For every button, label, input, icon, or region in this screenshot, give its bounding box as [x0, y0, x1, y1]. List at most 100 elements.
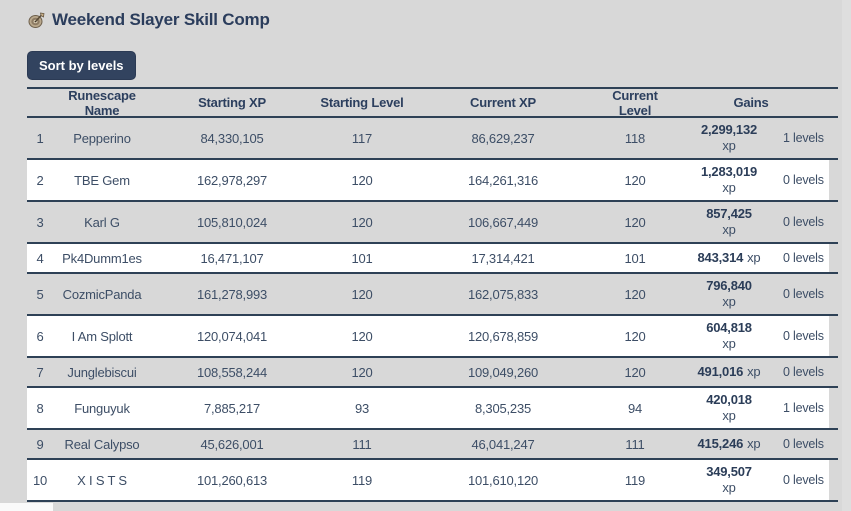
- gains-xp-value: 420,018: [706, 392, 752, 407]
- player-name-cell: Karl G: [84, 214, 120, 230]
- gains-xp-value: 857,425: [706, 206, 752, 221]
- starting-level-cell: 120: [351, 328, 373, 344]
- dartboard-icon: [28, 12, 45, 29]
- titlebar: Weekend Slayer Skill Comp: [28, 10, 270, 30]
- gains-levels: 0 levels: [783, 365, 824, 379]
- rank-cell: 10: [32, 472, 48, 488]
- gains-xp-unit: xp: [722, 408, 736, 423]
- gains-xp-value: 604,818: [706, 320, 752, 335]
- table-row: 5 CozmicPanda 161,278,993 120 162,075,83…: [27, 272, 838, 314]
- starting-level-cell: 101: [351, 250, 373, 266]
- gains-xp-unit: xp: [722, 294, 736, 309]
- gains-xp-value: 491,016: [697, 364, 744, 379]
- current-level-cell: 120: [624, 328, 646, 344]
- gains-xp: 604,818 xp: [675, 320, 783, 352]
- gains-xp-unit: xp: [722, 222, 736, 237]
- gains-xp: 349,507 xp: [675, 464, 783, 496]
- header-cell-starting-level: Starting Level: [320, 95, 404, 110]
- gains-cell: 843,314 xp 0 levels: [675, 250, 827, 266]
- starting-xp-cell: 108,558,244: [196, 364, 268, 380]
- gains-xp-unit: xp: [747, 436, 761, 451]
- gains-xp-value: 1,283,019: [700, 164, 758, 179]
- starting-xp-cell: 101,260,613: [196, 472, 268, 488]
- current-level-cell: 120: [624, 214, 646, 230]
- starting-xp-cell: 120,074,041: [196, 328, 268, 344]
- player-name-cell: X I S T S: [77, 472, 127, 488]
- gains-cell: 857,425 xp 0 levels: [675, 206, 827, 238]
- gains-xp: 857,425 xp: [675, 206, 783, 238]
- gains-xp: 420,018 xp: [675, 392, 783, 424]
- current-xp-cell: 101,610,120: [467, 472, 539, 488]
- current-level-cell: 120: [624, 172, 646, 188]
- table-row: 6 I Am Splott 120,074,041 120 120,678,85…: [27, 314, 838, 356]
- table-row: 7 Junglebiscui 108,558,244 120 109,049,2…: [27, 356, 838, 386]
- current-level-cell: 101: [624, 250, 646, 266]
- gains-levels: 0 levels: [783, 473, 824, 487]
- rank-cell: 5: [36, 286, 44, 302]
- player-name-cell: TBE Gem: [74, 172, 130, 188]
- gains-xp-value: 796,840: [706, 278, 752, 293]
- current-xp-cell: 109,049,260: [467, 364, 539, 380]
- rank-cell: 6: [36, 328, 44, 344]
- starting-xp-cell: 45,626,001: [200, 436, 264, 452]
- rank-cell: 3: [36, 214, 44, 230]
- current-xp-cell: 17,314,421: [471, 250, 535, 266]
- current-xp-cell: 46,041,247: [471, 436, 535, 452]
- gains-levels: 0 levels: [783, 287, 824, 301]
- starting-level-cell: 119: [351, 472, 373, 488]
- gains-cell: 415,246 xp 0 levels: [675, 436, 827, 452]
- player-name-cell: Pepperino: [73, 130, 131, 146]
- sort-by-levels-button[interactable]: Sort by levels: [27, 51, 136, 80]
- gains-xp: 1,283,019 xp: [675, 164, 783, 196]
- gains-cell: 2,299,132 xp 1 levels: [675, 122, 827, 154]
- current-level-cell: 120: [624, 286, 646, 302]
- starting-level-cell: 120: [351, 364, 373, 380]
- current-level-cell: 111: [625, 436, 645, 452]
- gains-levels: 0 levels: [783, 215, 824, 229]
- rank-cell: 1: [36, 130, 44, 146]
- table-row: 4 Pk4Dumm1es 16,471,107 101 17,314,421 1…: [27, 242, 838, 272]
- starting-level-cell: 93: [354, 400, 370, 416]
- gains-xp-unit: xp: [747, 250, 761, 265]
- starting-xp-cell: 162,978,297: [196, 172, 268, 188]
- starting-xp-cell: 7,885,217: [203, 400, 261, 416]
- table-body: 1 Pepperino 84,330,105 117 86,629,237 11…: [27, 116, 838, 500]
- footer-chip: [0, 503, 53, 511]
- player-name-cell: Junglebiscui: [67, 364, 137, 380]
- gains-xp: 415,246 xp: [675, 436, 783, 452]
- current-xp-cell: 164,261,316: [467, 172, 539, 188]
- gains-cell: 420,018 xp 1 levels: [675, 392, 827, 424]
- gains-levels: 0 levels: [783, 173, 824, 187]
- table-bottom-border: [27, 500, 838, 502]
- table-row: 8 Funguyuk 7,885,217 93 8,305,235 94 420…: [27, 386, 838, 428]
- gains-cell: 1,283,019 xp 0 levels: [675, 164, 827, 196]
- gains-xp-value: 843,314: [697, 250, 744, 265]
- current-xp-cell: 86,629,237: [471, 130, 535, 146]
- player-name-cell: Funguyuk: [74, 400, 130, 416]
- starting-level-cell: 117: [351, 130, 373, 146]
- gains-xp: 843,314 xp: [675, 250, 783, 266]
- header-cell-name: Runescape Name: [68, 87, 136, 118]
- current-level-cell: 118: [624, 130, 646, 146]
- starting-xp-cell: 84,330,105: [200, 130, 264, 146]
- gains-xp-unit: xp: [722, 138, 736, 153]
- table-row: 3 Karl G 105,810,024 120 106,667,449 120…: [27, 200, 838, 242]
- player-name-cell: CozmicPanda: [62, 286, 142, 302]
- table-header-row: Runescape Name Starting XP Starting Leve…: [27, 87, 838, 118]
- header-cell-starting-xp: Starting XP: [198, 95, 266, 110]
- gains-xp-unit: xp: [722, 336, 736, 351]
- gains-xp: 491,016 xp: [675, 364, 783, 380]
- starting-level-cell: 120: [351, 286, 373, 302]
- header-cell-gains: Gains: [733, 95, 769, 110]
- current-level-cell: 120: [624, 364, 646, 380]
- header-cell-current-level: Current Level: [612, 87, 658, 118]
- table-row: 10 X I S T S 101,260,613 119 101,610,120…: [27, 458, 838, 500]
- current-xp-cell: 120,678,859: [467, 328, 539, 344]
- current-level-cell: 94: [627, 400, 643, 416]
- gains-cell: 796,840 xp 0 levels: [675, 278, 827, 310]
- player-name-cell: Pk4Dumm1es: [62, 250, 142, 266]
- gains-levels: 1 levels: [783, 401, 824, 415]
- leaderboard-table: Runescape Name Starting XP Starting Leve…: [27, 87, 838, 502]
- starting-xp-cell: 16,471,107: [200, 250, 264, 266]
- rank-cell: 4: [36, 250, 44, 266]
